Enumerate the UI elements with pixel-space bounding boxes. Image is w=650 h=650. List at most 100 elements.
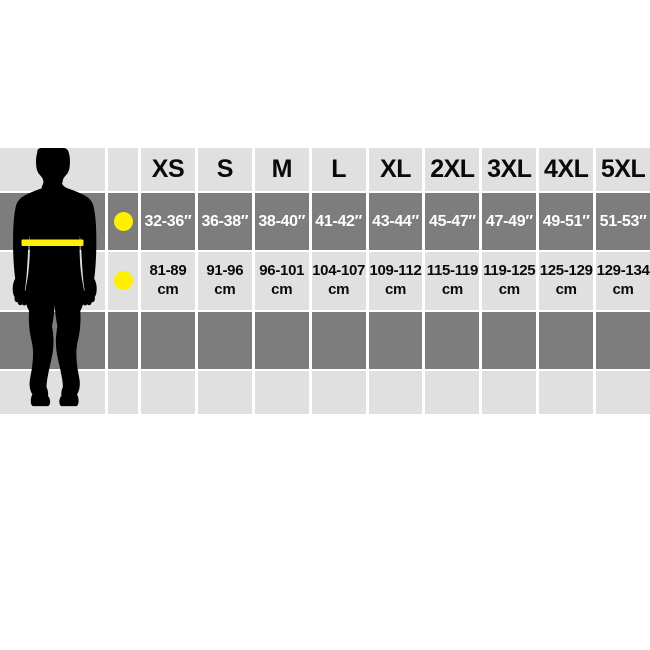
size-label: 5XL xyxy=(600,155,646,184)
cm-unit: cm xyxy=(157,280,179,298)
marker-cell-inches xyxy=(108,193,138,251)
cell-inches-xl: 43-44″ xyxy=(368,193,423,251)
cm-number: 115-119 xyxy=(426,262,479,280)
cell-empty-light-4xl xyxy=(539,370,594,414)
marker-cell-cm xyxy=(108,252,138,310)
figure-cell-band-light xyxy=(0,370,105,414)
cell-empty-dark-4xl xyxy=(539,311,594,369)
column-header-5xl: 5XL xyxy=(596,148,650,192)
inch-value: 49-51″ xyxy=(542,212,590,230)
inch-value: 43-44″ xyxy=(372,212,419,230)
cm-value: 119-125 cm xyxy=(483,262,535,300)
cell-empty-dark-l xyxy=(311,311,366,369)
cm-unit: cm xyxy=(271,280,293,298)
size-label: XS xyxy=(151,155,185,184)
cell-inches-2xl: 45-47″ xyxy=(425,193,480,251)
table-row-empty-dark xyxy=(0,311,650,369)
inch-value: 45-47″ xyxy=(429,212,476,230)
marker-cell-band-dark xyxy=(108,311,138,369)
cell-cm-s: 91-96 cm xyxy=(197,252,252,310)
cell-cm-2xl: 115-119 cm xyxy=(425,252,480,310)
cell-empty-dark-5xl xyxy=(596,311,650,369)
cell-inches-3xl: 47-49″ xyxy=(482,193,537,251)
inch-value: 47-49″ xyxy=(485,212,533,230)
cell-empty-light-xs xyxy=(141,370,195,414)
size-table: XS S M L XL 2XL 3XL 4XL 5XL 32-36″ 36-38… xyxy=(0,148,650,414)
cm-number: 119-125 xyxy=(483,262,536,280)
table-header-row: XS S M L XL 2XL 3XL 4XL 5XL xyxy=(0,148,650,192)
column-header-s: S xyxy=(197,148,252,192)
cm-number: 81-89 xyxy=(149,262,187,280)
cm-unit: cm xyxy=(498,280,520,298)
cell-empty-dark-2xl xyxy=(425,311,480,369)
cell-inches-l: 41-42″ xyxy=(311,193,366,251)
yellow-dot-icon xyxy=(113,271,133,291)
figure-cell-band-dark xyxy=(0,311,105,369)
inch-value: 36-38″ xyxy=(201,212,249,230)
cm-number: 125-129 xyxy=(539,262,593,280)
cm-value: 104-107 cm xyxy=(312,262,365,300)
size-label: S xyxy=(216,155,234,184)
cm-value: 91-96 cm xyxy=(206,262,243,300)
cm-unit: cm xyxy=(612,280,634,298)
cm-unit: cm xyxy=(328,280,350,298)
size-label: M xyxy=(271,155,293,184)
cm-value: 125-129 cm xyxy=(540,262,593,300)
cm-number: 109-112 xyxy=(369,262,422,280)
cell-empty-light-m xyxy=(254,370,309,414)
cell-empty-light-2xl xyxy=(425,370,480,414)
size-label: XL xyxy=(380,155,411,184)
cell-empty-light-3xl xyxy=(482,370,537,414)
cell-inches-s: 36-38″ xyxy=(197,193,252,251)
cell-cm-l: 104-107 cm xyxy=(311,252,366,310)
cm-value: 109-112 cm xyxy=(369,262,421,300)
cell-empty-dark-xl xyxy=(368,311,423,369)
inch-value: 51-53″ xyxy=(599,212,647,230)
cm-number: 96-101 xyxy=(259,262,305,280)
size-label: L xyxy=(331,155,346,184)
column-header-m: M xyxy=(254,148,309,192)
cell-cm-m: 96-101 cm xyxy=(254,252,309,310)
size-label: 2XL xyxy=(430,155,475,184)
cm-value: 129-134 cm xyxy=(597,262,650,300)
cell-empty-light-l xyxy=(311,370,366,414)
inch-value: 38-40″ xyxy=(258,212,306,230)
cell-empty-dark-3xl xyxy=(482,311,537,369)
cm-value: 96-101 cm xyxy=(259,262,304,300)
cell-inches-4xl: 49-51″ xyxy=(539,193,594,251)
column-header-3xl: 3XL xyxy=(482,148,537,192)
cm-unit: cm xyxy=(555,280,577,298)
cell-empty-dark-m xyxy=(254,311,309,369)
cell-empty-dark-xs xyxy=(141,311,195,369)
size-label: 4XL xyxy=(544,155,589,184)
cell-empty-dark-s xyxy=(197,311,252,369)
inch-value: 32-36″ xyxy=(144,212,192,230)
cell-empty-light-s xyxy=(197,370,252,414)
cell-cm-xs: 81-89 cm xyxy=(141,252,195,310)
cm-unit: cm xyxy=(441,280,463,298)
cell-inches-xs: 32-36″ xyxy=(141,193,195,251)
figure-cell-cm xyxy=(0,252,105,310)
table-row-inches: 32-36″ 36-38″ 38-40″ 41-42″ 43-44″ 45-47… xyxy=(0,193,650,251)
cm-number: 91-96 xyxy=(206,262,244,280)
cell-inches-m: 38-40″ xyxy=(254,193,309,251)
cell-empty-light-xl xyxy=(368,370,423,414)
cm-number: 129-134 xyxy=(596,262,650,280)
table-row-cm: 81-89 cm 91-96 cm 96-101 cm 104-107 cm 109-1… xyxy=(0,252,650,310)
column-header-4xl: 4XL xyxy=(539,148,594,192)
cm-unit: cm xyxy=(214,280,236,298)
column-header-xs: XS xyxy=(141,148,195,192)
cell-inches-5xl: 51-53″ xyxy=(596,193,650,251)
column-header-l: L xyxy=(311,148,366,192)
cell-cm-4xl: 125-129 cm xyxy=(539,252,594,310)
cm-value: 81-89 cm xyxy=(150,262,187,300)
yellow-dot-icon xyxy=(113,212,133,232)
size-label: 3XL xyxy=(487,155,532,184)
figure-cell-header xyxy=(0,148,105,192)
column-header-2xl: 2XL xyxy=(425,148,480,192)
inch-value: 41-42″ xyxy=(315,212,363,230)
column-header-xl: XL xyxy=(368,148,423,192)
marker-cell-band-light xyxy=(108,370,138,414)
cell-cm-5xl: 129-134 cm xyxy=(596,252,650,310)
marker-cell-header xyxy=(108,148,138,192)
